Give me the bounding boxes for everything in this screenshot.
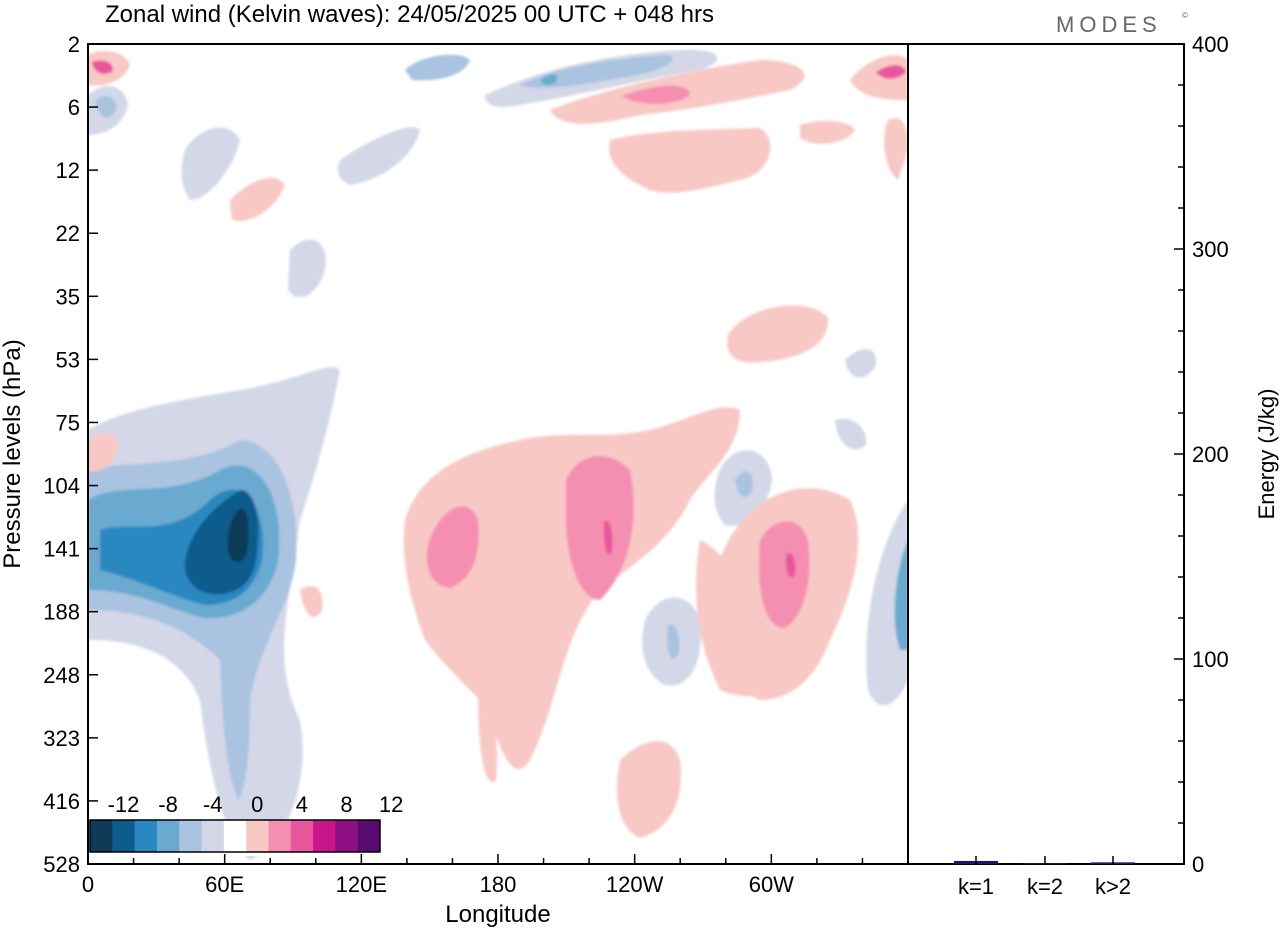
y-tick-label: 188 — [43, 600, 80, 625]
pos-region-upper-60w — [727, 305, 829, 363]
pos-region-155e-inner — [426, 506, 479, 588]
colorbar-swatch — [268, 820, 292, 852]
y-tick-label: 6 — [68, 95, 80, 120]
colorbar-frame — [89, 819, 381, 853]
neg-streak-4 — [845, 349, 877, 378]
colorbar-label: -8 — [158, 792, 178, 817]
colorbar-swatch — [290, 820, 314, 852]
brand-mark: © — [1182, 11, 1188, 20]
y-tick-label: 75 — [56, 410, 80, 435]
colorbar-swatch — [223, 820, 247, 852]
y-tick-label: 12 — [56, 158, 80, 183]
colorbar-swatch — [201, 820, 225, 852]
neg-patch-mid-upper — [181, 127, 240, 200]
neg-streak-3 — [337, 127, 420, 185]
energy-tick-label: 0 — [1192, 852, 1204, 877]
energy-frame — [907, 43, 1185, 865]
heatmap-field — [88, 44, 908, 864]
brand-logo: MODES — [1056, 12, 1162, 37]
pos-region-120w — [566, 456, 634, 600]
y-tick-label: 141 — [43, 537, 80, 562]
energy-tick-label: 200 — [1192, 442, 1229, 467]
neg-region-120w-inner — [667, 624, 680, 659]
pos-region-120w-core — [603, 520, 613, 555]
colorbar-swatch — [134, 820, 158, 852]
colorbar-label: 0 — [251, 792, 263, 817]
y-tick-label: 53 — [56, 347, 80, 372]
x-axis: 0 60E 120E 180 120W 60W — [82, 854, 909, 897]
neg-region-east-edge — [866, 500, 908, 706]
colorbar-swatch — [179, 820, 203, 852]
colorbar-swatch — [313, 820, 336, 852]
neg-region-90w-inner — [735, 471, 753, 497]
pos-region-lower-60w — [696, 540, 800, 697]
pos-band-upper-east-inner — [622, 85, 690, 104]
pos-patch-3 — [230, 177, 285, 221]
y-tick-label: 2 — [68, 32, 80, 57]
pos-patch-1 — [88, 433, 119, 472]
y-tick-label: 248 — [43, 663, 80, 688]
pos-patch-topright-core — [876, 65, 906, 79]
energy-axis-label: Energy (J/kg) — [1254, 389, 1279, 520]
energy-category-label: k>2 — [1095, 874, 1131, 899]
colorbar: -12 -8 -4 0 4 8 12 — [89, 792, 403, 853]
neg-band-upper-inner — [520, 55, 673, 88]
pos-region-60w-core — [785, 552, 796, 578]
energy-tick-label: 400 — [1192, 32, 1229, 57]
x-tick-label: 0 — [82, 872, 94, 897]
y-axis: 2 6 12 22 35 53 75 104 141 188 248 323 416 528 — [43, 32, 98, 877]
x-tick-label: 60W — [749, 872, 794, 897]
pos-region-160e — [403, 407, 740, 770]
pos-band-12hpa — [609, 128, 771, 193]
colorbar-swatch — [335, 820, 359, 852]
y-tick-label: 35 — [56, 284, 80, 309]
x-axis-label: Longitude — [445, 901, 550, 928]
y-tick-label: 22 — [56, 221, 80, 246]
colorbar-swatch — [246, 820, 269, 852]
energy-tick-label: 100 — [1192, 647, 1229, 672]
colorbar-swatch — [357, 820, 381, 852]
neg-region-60e-core — [227, 508, 249, 562]
colorbar-label: 12 — [379, 792, 403, 817]
neg-band-upper-core — [540, 74, 558, 85]
pos-patch-topleft-core — [92, 60, 113, 74]
neg-patch-left-upper-inner — [95, 96, 117, 118]
energy-category-label: k=1 — [958, 874, 994, 899]
pos-patch-2 — [300, 586, 323, 618]
y-tick-label: 104 — [43, 474, 80, 499]
neg-band-upper-2 — [405, 54, 470, 81]
colorbar-swatch — [90, 820, 113, 852]
colorbar-swatch — [112, 820, 136, 852]
colorbar-swatch — [156, 820, 180, 852]
energy-bars: k=1 k=2 k>2 — [954, 856, 1135, 899]
energy-category-label: k=2 — [1027, 874, 1063, 899]
x-tick-label: 120E — [336, 872, 387, 897]
pos-patch-4 — [800, 120, 855, 144]
y-axis-label: Pressure levels (hPa) — [0, 339, 26, 568]
colorbar-label: 8 — [340, 792, 352, 817]
y-tick-label: 416 — [43, 789, 80, 814]
pos-region-60w — [758, 521, 810, 629]
colorbar-label: -12 — [108, 792, 140, 817]
colorbar-label: 4 — [296, 792, 308, 817]
pos-patch-6 — [478, 690, 498, 782]
x-tick-label: 120W — [606, 872, 664, 897]
chart-title: Zonal wind (Kelvin waves): 24/05/2025 00… — [105, 1, 714, 28]
neg-streak-2 — [288, 239, 326, 298]
pos-patch-5 — [884, 118, 908, 180]
neg-streak-5 — [835, 418, 867, 450]
energy-y-axis: 0 100 200 300 400 — [1174, 32, 1229, 877]
y-tick-label: 528 — [43, 852, 80, 877]
x-tick-label: 60E — [205, 872, 244, 897]
x-tick-label: 180 — [480, 872, 517, 897]
pos-region-lower-120w — [616, 741, 681, 838]
colorbar-label: -4 — [203, 792, 223, 817]
y-tick-label: 323 — [43, 726, 80, 751]
neg-region-east-edge-inner — [894, 540, 908, 650]
energy-tick-label: 300 — [1192, 237, 1229, 262]
